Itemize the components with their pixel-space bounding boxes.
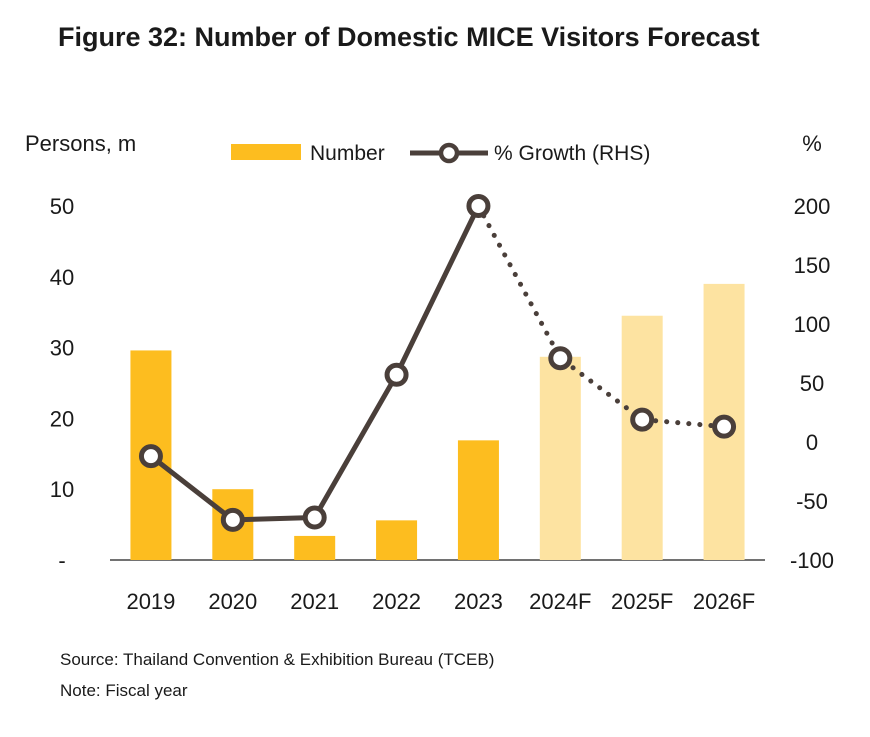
y-tick-right-1: -50 — [796, 489, 828, 514]
growth-line-actual — [149, 204, 481, 523]
legend-bar-swatch — [231, 144, 301, 160]
legend-line-marker — [438, 142, 460, 164]
x-tick-2023: 2023 — [454, 589, 503, 614]
y-tick-left-5: 50 — [50, 194, 74, 219]
legend-label-number: Number — [310, 142, 385, 165]
x-tick-2019: 2019 — [126, 589, 175, 614]
bar-2022 — [376, 520, 418, 560]
growth-point-2020 — [220, 507, 245, 532]
y-tick-right-2: 0 — [806, 430, 818, 455]
bar-2025F — [621, 315, 663, 560]
y-tick-right-5: 150 — [794, 253, 831, 278]
x-tick-2025F: 2025F — [611, 589, 673, 614]
growth-point-2022 — [384, 362, 409, 387]
x-tick-2024F: 2024F — [529, 589, 591, 614]
growth-point-2021 — [302, 505, 327, 530]
x-tick-2026F: 2026F — [693, 589, 755, 614]
y-tick-right-0: -100 — [790, 548, 834, 573]
legend-label-growth: % Growth (RHS) — [494, 142, 650, 165]
y-tick-left-2: 20 — [50, 406, 74, 431]
legend: Number % Growth (RHS) — [231, 142, 650, 165]
x-tick-2022: 2022 — [372, 589, 421, 614]
y-tick-right-4: 100 — [794, 312, 831, 337]
growth-point-2026F — [712, 414, 737, 439]
y-tick-left-0: - — [58, 548, 65, 573]
growth-line-forecast — [475, 203, 727, 430]
y-tick-left-3: 30 — [50, 336, 74, 361]
growth-point-2024F — [548, 346, 573, 371]
source-note: Source: Thailand Convention & Exhibition… — [60, 650, 495, 669]
bar-2023 — [457, 440, 499, 560]
growth-point-2025F — [630, 407, 655, 432]
x-tick-2020: 2020 — [208, 589, 257, 614]
y-tick-right-6: 200 — [794, 194, 831, 219]
growth-point-2023 — [466, 194, 491, 218]
chart-title: Figure 32: Number of Domestic MICE Visit… — [58, 22, 760, 52]
bar-2021 — [294, 535, 336, 560]
y-axis-label: Persons, m — [25, 131, 136, 156]
y-tick-left-4: 40 — [50, 265, 74, 290]
growth-point-2019 — [138, 444, 163, 469]
y-tick-left-1: 10 — [50, 477, 74, 502]
fiscal-year-note: Note: Fiscal year — [60, 681, 188, 700]
y-tick-right-3: 50 — [800, 371, 824, 396]
y-axis-right-label: % — [802, 131, 822, 156]
x-tick-2021: 2021 — [290, 589, 339, 614]
bar-2024F — [539, 356, 581, 560]
